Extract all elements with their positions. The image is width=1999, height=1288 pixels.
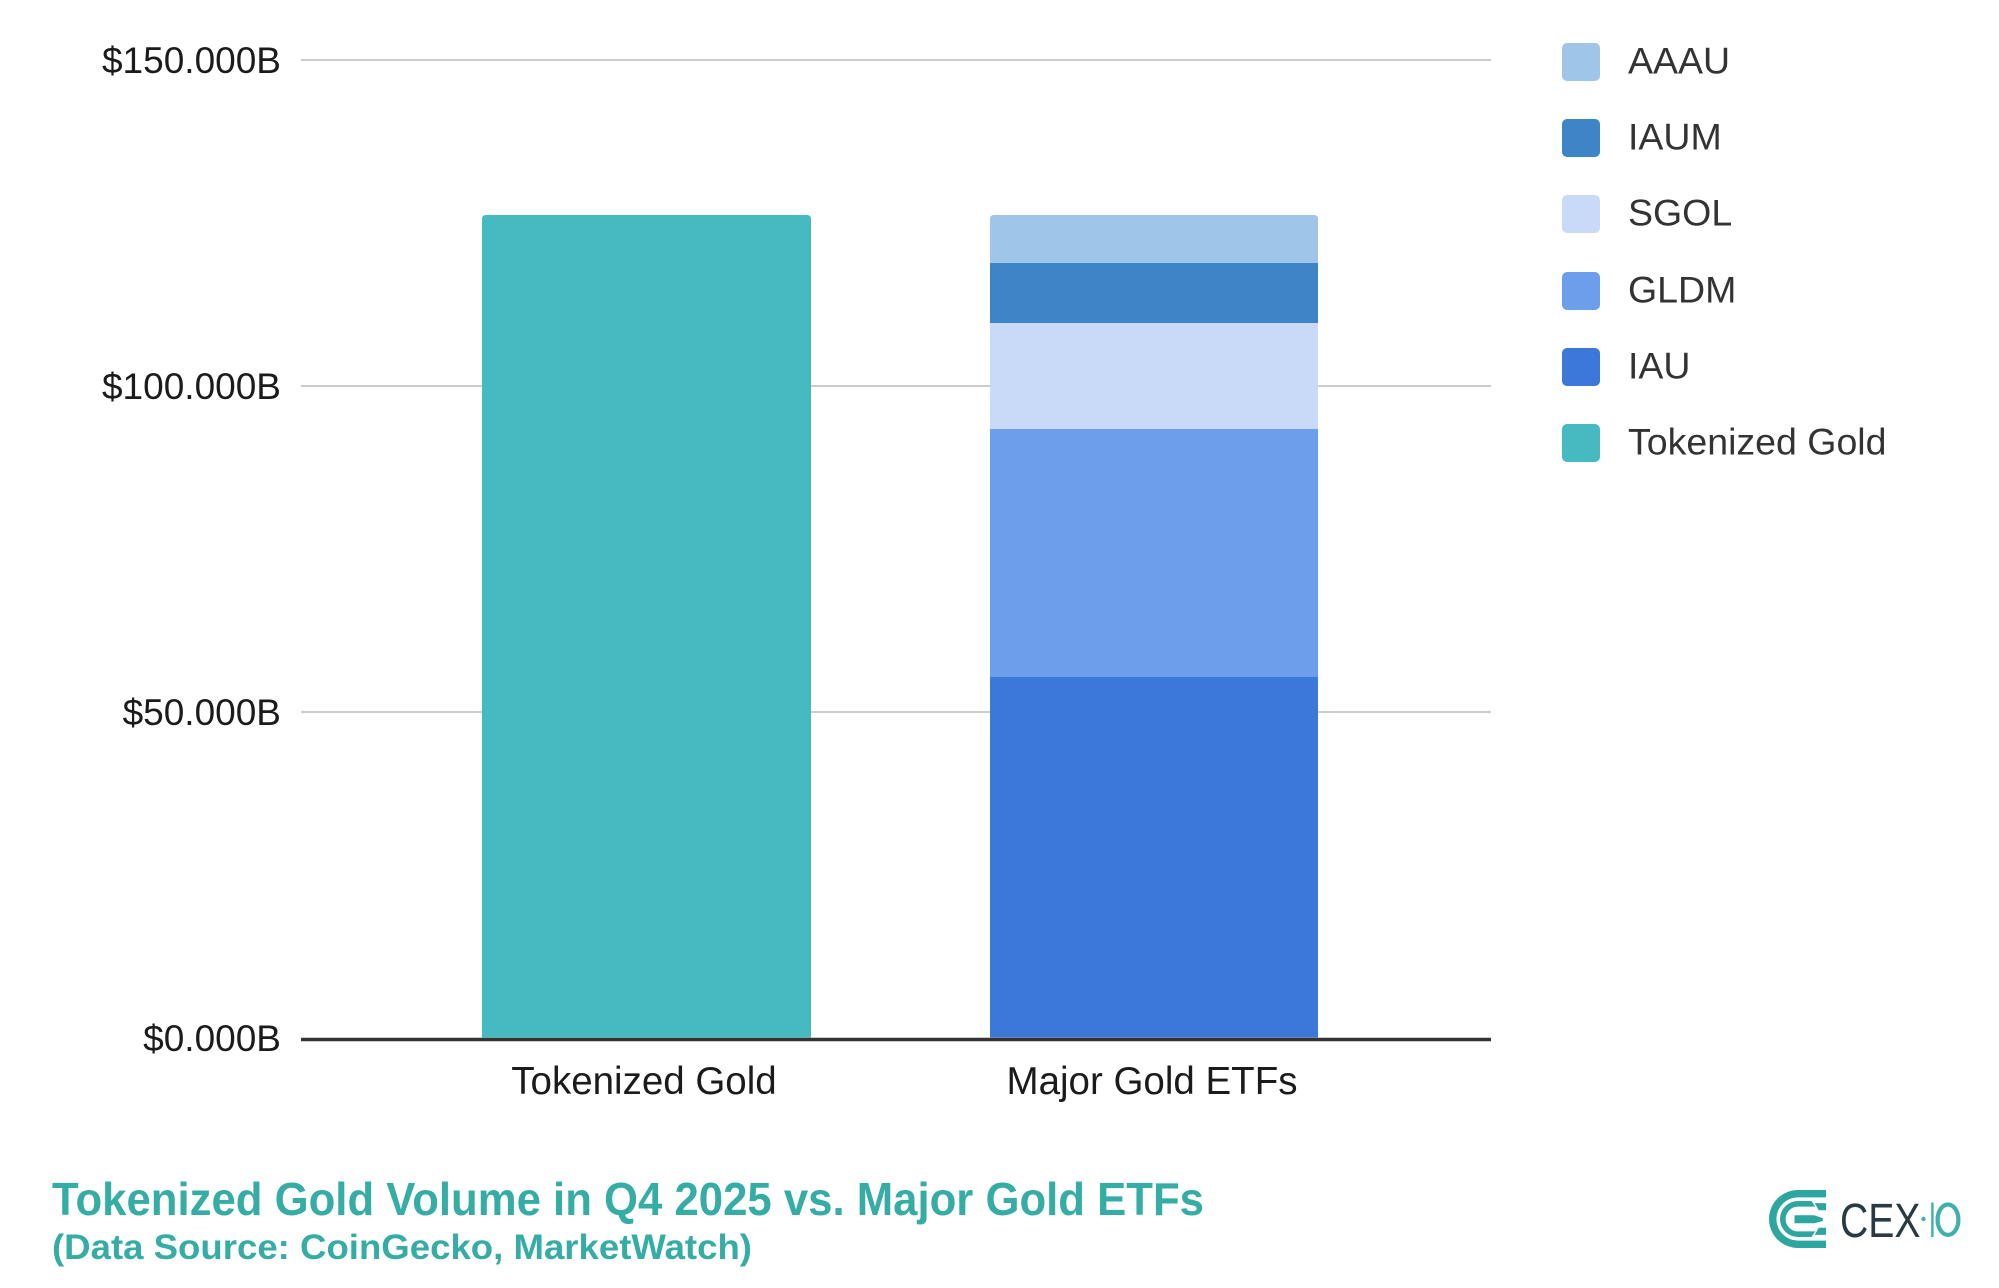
svg-text:SGOL: SGOL: [1628, 192, 1732, 234]
svg-text:GLDM: GLDM: [1628, 269, 1736, 311]
svg-text:Tokenized Gold: Tokenized Gold: [511, 1060, 776, 1103]
svg-text:$150.000B: $150.000B: [102, 40, 281, 81]
svg-text:$100.000B: $100.000B: [102, 366, 281, 407]
svg-text:AAAU: AAAU: [1628, 40, 1730, 82]
svg-text:IAU: IAU: [1628, 345, 1691, 387]
svg-text:Tokenized Gold Volume in Q4 20: Tokenized Gold Volume in Q4 2025 vs. Maj…: [52, 1173, 1204, 1225]
svg-text:CEX: CEX: [1840, 1195, 1921, 1248]
svg-text:IAUM: IAUM: [1628, 116, 1722, 158]
svg-text:$50.000B: $50.000B: [123, 692, 281, 733]
svg-text:Major Gold ETFs: Major Gold ETFs: [1007, 1060, 1298, 1103]
svg-text:Tokenized Gold: Tokenized Gold: [1628, 421, 1887, 463]
svg-text:(Data Source: CoinGecko, Marke: (Data Source: CoinGecko, MarketWatch): [52, 1228, 752, 1267]
svg-text:$0.000B: $0.000B: [143, 1018, 281, 1059]
